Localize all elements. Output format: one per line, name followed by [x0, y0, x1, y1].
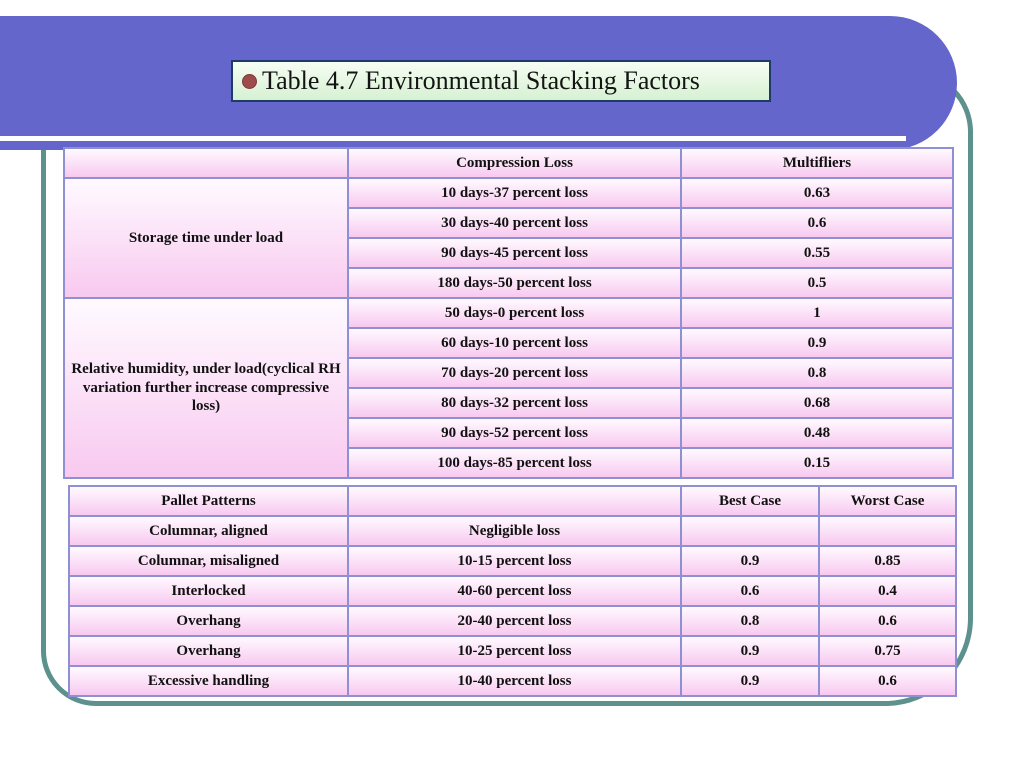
table-cell: Overhang [68, 635, 349, 667]
table-cell: 0.8 [680, 357, 954, 389]
table-cell: Interlocked [68, 575, 349, 607]
title-box: Table 4.7 Environmental Stacking Factors [231, 60, 771, 102]
table-cell: Negligible loss [347, 515, 682, 547]
table-cell: 10-25 percent loss [347, 635, 682, 667]
table-cell: 0.63 [680, 177, 954, 209]
table-cell: 180 days-50 percent loss [347, 267, 682, 299]
compression-loss-table: Compression Loss Multifliers Storage tim… [63, 147, 954, 479]
table-cell: 1 [680, 297, 954, 329]
table-row: Excessive handling 10-40 percent loss 0.… [68, 665, 957, 697]
table-row: Interlocked 40-60 percent loss 0.6 0.4 [68, 575, 957, 607]
table-cell [818, 515, 957, 547]
table-cell: 100 days-85 percent loss [347, 447, 682, 479]
table-row: Overhang 10-25 percent loss 0.9 0.75 [68, 635, 957, 667]
table-cell: 0.75 [818, 635, 957, 667]
banner-white-stripe [0, 136, 906, 141]
table-row: 80 days-32 percent loss 0.68 [64, 387, 954, 419]
table-cell: 0.68 [680, 387, 954, 419]
table-row: 90 days-52 percent loss 0.48 [64, 417, 954, 449]
table-cell: 0.15 [680, 447, 954, 479]
table-cell: 10-40 percent loss [347, 665, 682, 697]
table-row: Relative humidity, under load(cyclical R… [63, 297, 954, 479]
table-cell: 10-15 percent loss [347, 545, 682, 577]
pallet-patterns-table: Pallet Patterns Best Case Worst Case Col… [68, 485, 957, 697]
table-cell: 60 days-10 percent loss [347, 327, 682, 359]
table-row: 100 days-85 percent loss 0.15 [64, 447, 954, 479]
table-row: 180 days-50 percent loss 0.5 [64, 267, 954, 299]
table-cell: 0.8 [680, 605, 820, 637]
table-cell: 0.9 [680, 327, 954, 359]
table-row: Columnar, misaligned 10-15 percent loss … [68, 545, 957, 577]
table-row: Columnar, aligned Negligible loss [68, 515, 957, 547]
header-cell-pallet-patterns: Pallet Patterns [68, 485, 349, 517]
table-cell: 0.6 [818, 605, 957, 637]
bullet-icon [242, 73, 257, 89]
table-header-row: Pallet Patterns Best Case Worst Case [68, 485, 957, 517]
table-cell: 0.48 [680, 417, 954, 449]
group-label-storage-time: Storage time under load [63, 177, 349, 299]
table-cell: 0.6 [680, 207, 954, 239]
table-row: Overhang 20-40 percent loss 0.8 0.6 [68, 605, 957, 637]
table-cell: 0.9 [680, 635, 820, 667]
slide-title: Table 4.7 Environmental Stacking Factors [262, 66, 700, 95]
table-row: 70 days-20 percent loss 0.8 [64, 357, 954, 389]
table-cell: 0.5 [680, 267, 954, 299]
table-row: 60 days-10 percent loss 0.9 [64, 327, 954, 359]
table-cell: 90 days-52 percent loss [347, 417, 682, 449]
table-cell: Columnar, misaligned [68, 545, 349, 577]
table-cell: 50 days-0 percent loss [347, 297, 682, 329]
table-row: 90 days-45 percent loss 0.55 [64, 237, 954, 269]
header-cell-multifliers: Multifliers [680, 147, 954, 179]
table-row: Storage time under load 10 days-37 perce… [63, 177, 954, 299]
table-cell: 10 days-37 percent loss [347, 177, 682, 209]
header-cell-empty [63, 147, 349, 179]
table-cell: Overhang [68, 605, 349, 637]
group-label-relative-humidity: Relative humidity, under load(cyclical R… [63, 297, 349, 479]
header-cell-compression-loss: Compression Loss [347, 147, 682, 179]
table-cell [680, 515, 820, 547]
table-cell: Excessive handling [68, 665, 349, 697]
table-cell: 0.6 [680, 575, 820, 607]
table-cell: 30 days-40 percent loss [347, 207, 682, 239]
table-cell: 20-40 percent loss [347, 605, 682, 637]
table-cell: 0.9 [680, 665, 820, 697]
table-cell: 40-60 percent loss [347, 575, 682, 607]
header-cell-empty [347, 485, 682, 517]
table-cell: 80 days-32 percent loss [347, 387, 682, 419]
table-row: 30 days-40 percent loss 0.6 [64, 207, 954, 239]
table-cell: 0.6 [818, 665, 957, 697]
table-cell: 0.4 [818, 575, 957, 607]
header-cell-worst-case: Worst Case [818, 485, 957, 517]
table-cell: Columnar, aligned [68, 515, 349, 547]
header-cell-best-case: Best Case [680, 485, 820, 517]
table-cell: 90 days-45 percent loss [347, 237, 682, 269]
table-header-row: Compression Loss Multifliers [63, 147, 954, 179]
table-cell: 0.9 [680, 545, 820, 577]
table-cell: 70 days-20 percent loss [347, 357, 682, 389]
table-cell: 0.55 [680, 237, 954, 269]
table-cell: 0.85 [818, 545, 957, 577]
